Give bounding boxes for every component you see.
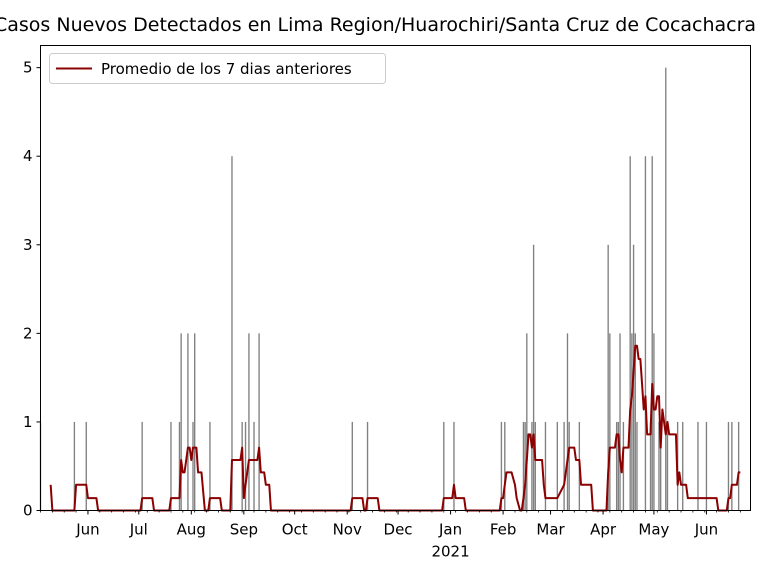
bar [248,333,250,511]
bar [658,421,660,511]
bar [366,421,369,511]
bar-series [39,67,740,511]
x-axis: Jun Jul Aug Sep Oct Nov Dec Jan Feb Mar Apr May Jun 2… [40,510,741,561]
bar [682,421,684,511]
bar [180,333,182,511]
bar [629,156,631,511]
y-tick-label: 2 [23,324,33,342]
bar [351,421,353,511]
bar [526,333,528,511]
bar [697,421,699,511]
x-tick-label: Jan [438,521,462,539]
bar [607,244,609,511]
bar [737,421,740,511]
bar [556,421,559,511]
x-tick-label: Sep [230,521,258,539]
x-tick-label: Dec [384,521,413,539]
line-series [49,344,741,512]
x-tick-label: Apr [590,521,617,539]
bar [617,421,620,511]
bar [192,421,194,511]
x-tick-label: Aug [177,521,206,539]
bar [253,421,255,511]
bar [649,421,652,511]
y-tick-label: 3 [23,236,33,254]
bar [504,421,506,511]
bar [244,421,247,511]
bar [544,421,547,511]
plot-frame [40,45,751,511]
x-tick-label: Jun [75,521,99,539]
legend: Promedio de los 7 dias anteriores [49,53,386,84]
bar [187,333,189,511]
bar [615,421,618,511]
y-axis: 0 1 2 3 4 5 [23,59,41,520]
bar [73,421,76,511]
y-tick-label: 4 [23,147,33,165]
bar [443,421,445,511]
bar [522,421,525,511]
bar [534,421,536,511]
bar [453,421,455,511]
bar [731,421,733,511]
x-tick-label: Oct [282,521,308,539]
x-tick-label: Mar [536,521,565,539]
bar [524,421,526,511]
bar [634,333,636,511]
legend-box [49,53,386,84]
bar [666,421,669,511]
bar [532,244,535,511]
bar [622,421,625,511]
bar [651,156,653,511]
y-tick-label: 1 [23,413,33,431]
x-tick-label: Feb [490,521,517,539]
y-tick-label: 0 [23,502,33,520]
bar [609,333,611,511]
x-tick-label: Jun [694,521,718,539]
bar [85,421,87,511]
bar [705,421,708,511]
bar [619,333,621,511]
bar [178,421,181,511]
bar [568,421,570,511]
bar [660,421,662,511]
bar [563,421,565,511]
bar [644,156,647,511]
x-tick-label: Nov [333,521,362,539]
bar [194,333,196,511]
bar [566,333,569,511]
legend-label: Promedio de los 7 dias anteriores [101,60,352,78]
bar [170,421,172,511]
bar [141,421,143,511]
chart-title: Casos Nuevos Detectados en Lima Region/H… [0,14,757,36]
bar [258,333,260,511]
y-tick-label: 5 [23,59,33,77]
x-tick-label: Jul [129,521,148,539]
bar [500,421,503,511]
x-tick-label: May [638,521,669,539]
bar [631,333,633,511]
bar [636,421,638,511]
x-year-label: 2021 [431,543,469,561]
bar [209,421,211,511]
bar [727,421,730,511]
average-line [49,344,741,512]
bar [653,333,655,511]
bar [665,67,667,511]
bar [531,421,533,511]
bar [231,156,233,511]
